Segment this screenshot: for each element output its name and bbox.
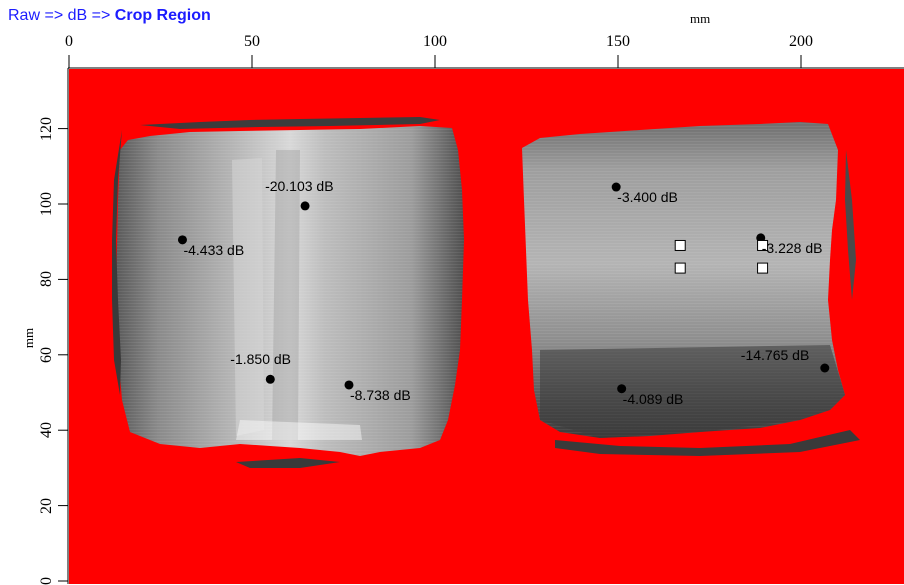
x-tick-marks — [68, 55, 802, 68]
selection-handle[interactable] — [757, 239, 769, 251]
breadcrumb-separator: => — [44, 7, 64, 24]
breadcrumb-db[interactable]: dB — [67, 7, 88, 24]
x-tick-label: 150 — [606, 33, 630, 50]
marker-dot[interactable] — [617, 384, 627, 394]
marker-dot[interactable] — [611, 182, 621, 192]
selection-handles[interactable] — [674, 239, 769, 274]
marker-dot[interactable] — [300, 201, 310, 211]
measurement-markers — [177, 182, 830, 394]
breadcrumb: Raw => dB => Crop Region — [8, 7, 211, 25]
marker-dot[interactable] — [344, 380, 354, 390]
x-tick-label: 0 — [65, 33, 73, 50]
selection-handle[interactable] — [674, 239, 686, 251]
marker-dot[interactable] — [177, 235, 187, 245]
x-tick-label: 100 — [423, 33, 447, 50]
breadcrumb-separator: => — [91, 7, 111, 24]
right-scan-region — [522, 122, 860, 456]
marker-dot[interactable] — [265, 374, 275, 384]
y-tick-marks — [58, 128, 68, 582]
selection-handle[interactable] — [674, 262, 686, 274]
x-tick-label: 50 — [244, 33, 260, 50]
breadcrumb-crop-region: Crop Region — [114, 7, 211, 24]
x-axis-title: mm — [690, 11, 711, 26]
left-scan-region — [112, 117, 464, 468]
x-tick-label: 200 — [789, 33, 813, 50]
breadcrumb-raw[interactable]: Raw — [8, 7, 41, 24]
selection-handle[interactable] — [757, 262, 769, 274]
marker-dot[interactable] — [820, 363, 830, 373]
